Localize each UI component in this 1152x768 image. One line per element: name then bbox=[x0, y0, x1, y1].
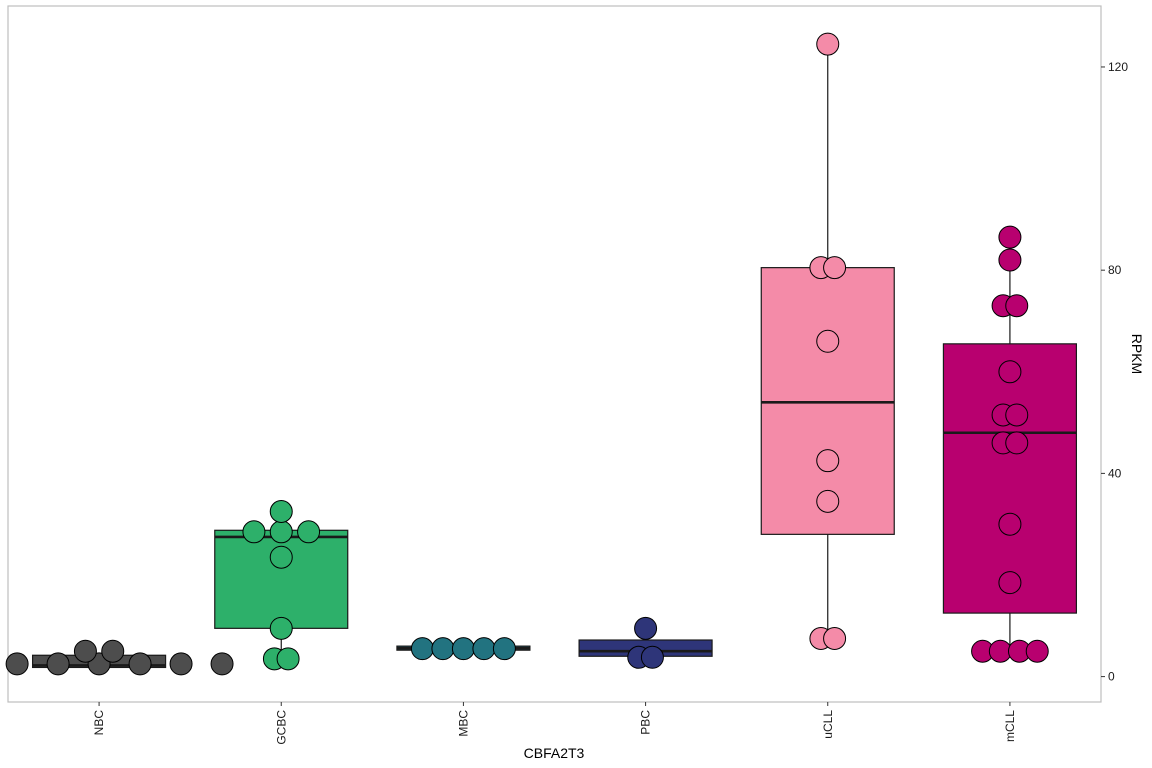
data-point-GCBC bbox=[269, 499, 293, 523]
x-tick-label-NBC: NBC bbox=[92, 710, 106, 736]
y-tick-label: 120 bbox=[1108, 60, 1128, 74]
x-axis-title: CBFA2T3 bbox=[524, 745, 585, 761]
y-tick-label: 0 bbox=[1108, 670, 1115, 684]
data-point-uCLL bbox=[816, 449, 840, 473]
data-point-GCBC bbox=[269, 616, 293, 640]
data-point-NBC bbox=[46, 652, 70, 676]
data-point-uCLL bbox=[816, 32, 840, 56]
x-tick-label-mCLL: mCLL bbox=[1003, 710, 1017, 742]
data-point-mCLL bbox=[998, 512, 1022, 536]
data-point-NBC bbox=[210, 652, 234, 676]
data-point-uCLL bbox=[816, 329, 840, 353]
data-point-NBC bbox=[128, 652, 152, 676]
data-point-MBC bbox=[431, 637, 455, 661]
x-tick-label-PBC: PBC bbox=[639, 710, 653, 735]
data-point-PBC bbox=[640, 645, 664, 669]
data-point-MBC bbox=[492, 637, 516, 661]
x-tick-label-uCLL: uCLL bbox=[821, 710, 835, 739]
y-axis: 0 40 80 120 bbox=[1101, 60, 1128, 684]
data-point-PBC bbox=[634, 616, 658, 640]
data-point-mCLL bbox=[998, 248, 1022, 272]
data-point-NBC bbox=[73, 639, 97, 663]
data-point-uCLL bbox=[816, 489, 840, 513]
data-point-GCBC bbox=[269, 545, 293, 569]
x-tick-label-MBC: MBC bbox=[456, 710, 470, 737]
x-tick-label-GCBC: GCBC bbox=[274, 710, 288, 745]
y-tick-label: 80 bbox=[1108, 263, 1122, 277]
data-point-mCLL bbox=[998, 225, 1022, 249]
data-point-MBC bbox=[410, 637, 434, 661]
data-point-mCLL bbox=[998, 571, 1022, 595]
data-point-GCBC bbox=[276, 647, 300, 671]
data-point-MBC bbox=[451, 637, 475, 661]
data-point-mCLL bbox=[998, 360, 1022, 384]
points-layer bbox=[5, 32, 1049, 676]
data-point-mCLL bbox=[1005, 431, 1029, 455]
data-point-NBC bbox=[169, 652, 193, 676]
data-point-GCBC bbox=[242, 520, 266, 544]
data-point-NBC bbox=[101, 639, 125, 663]
data-point-mCLL bbox=[1005, 403, 1029, 427]
data-point-GCBC bbox=[297, 520, 321, 544]
data-point-mCLL bbox=[1005, 294, 1029, 318]
box-mCLL bbox=[942, 343, 1078, 614]
data-point-MBC bbox=[472, 637, 496, 661]
box-GCBC bbox=[214, 529, 349, 629]
plot-panel bbox=[7, 5, 1102, 703]
data-point-GCBC bbox=[269, 520, 293, 544]
data-point-mCLL bbox=[1025, 639, 1049, 663]
y-axis-title: RPKM bbox=[1129, 334, 1145, 374]
data-point-uCLL bbox=[823, 256, 847, 280]
y-tick-label: 40 bbox=[1108, 466, 1122, 480]
data-point-uCLL bbox=[823, 626, 847, 650]
x-axis: NBC GCBC MBC PBC uCLL mCLL bbox=[92, 702, 1017, 745]
data-point-NBC bbox=[5, 652, 29, 676]
